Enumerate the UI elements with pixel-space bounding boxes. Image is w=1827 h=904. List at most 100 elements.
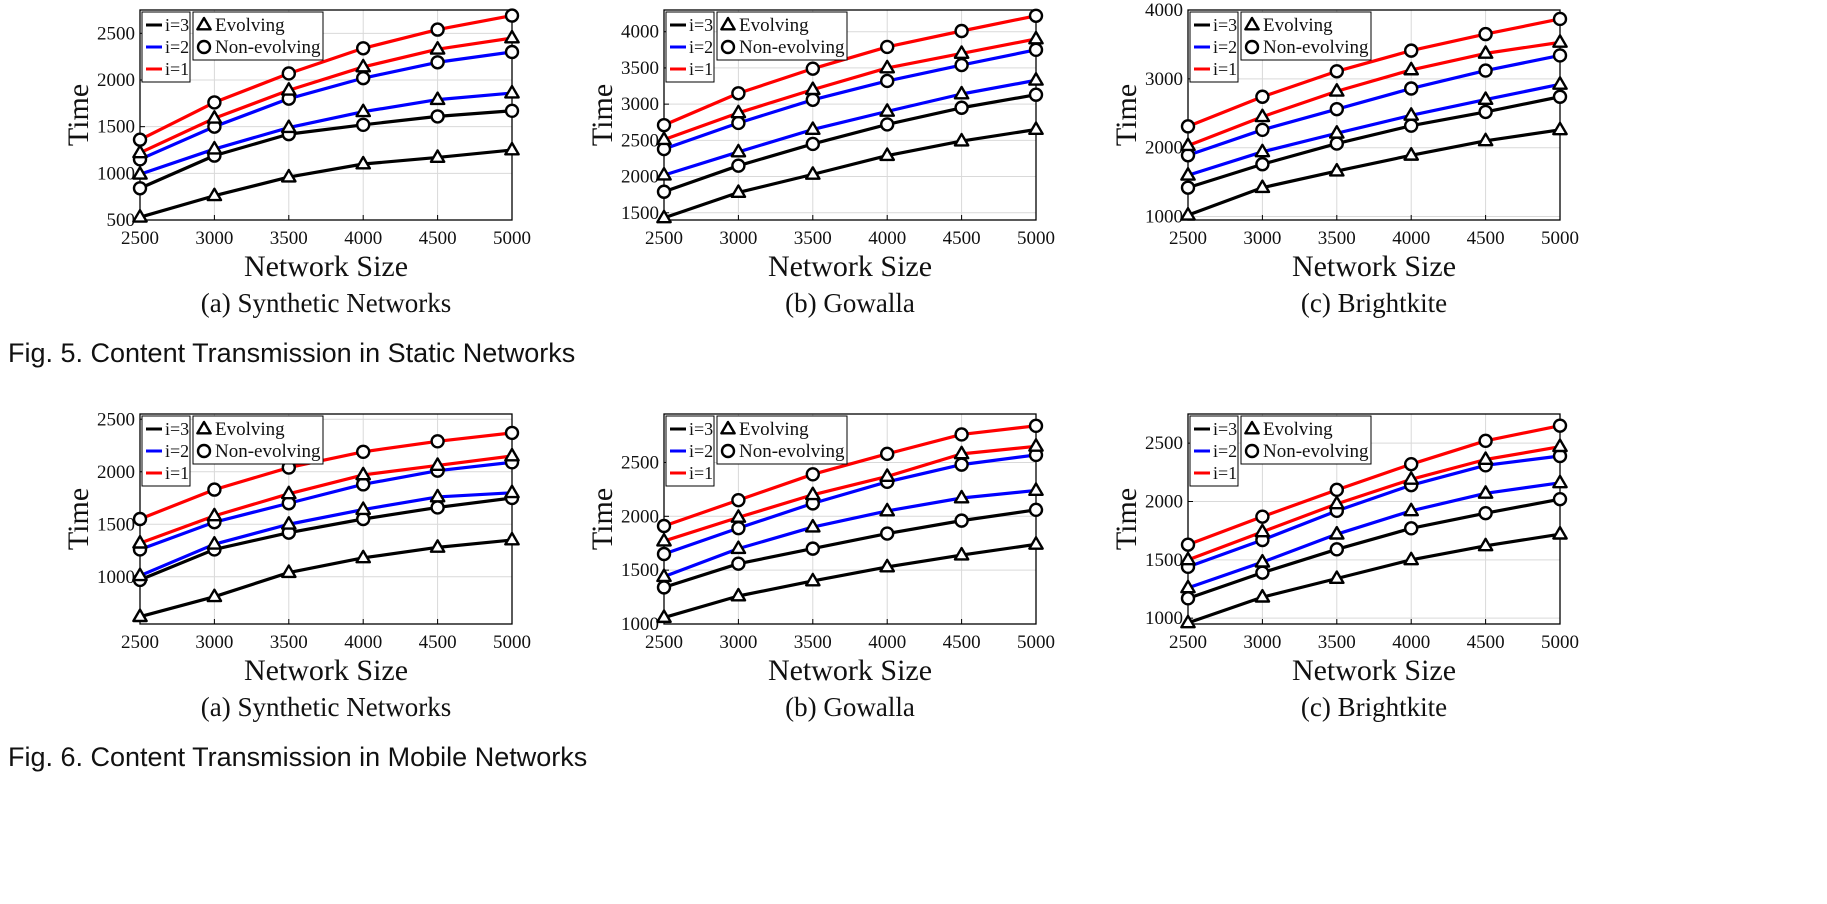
series-i2-evolving <box>1180 76 1568 181</box>
x-tick-label: 2500 <box>1169 228 1207 249</box>
legend-box-markers <box>1240 415 1372 465</box>
x-axis-label: Network Size <box>768 250 932 283</box>
triangle-marker <box>720 420 736 435</box>
circle-marker <box>1255 157 1270 172</box>
y-tick-label: 2500 <box>621 452 659 473</box>
circle-marker <box>1180 591 1196 606</box>
triangle-marker <box>429 149 446 164</box>
series-i3-non-evolving <box>656 87 1044 199</box>
triangle-marker <box>1028 121 1044 136</box>
triangle-marker <box>1477 451 1494 466</box>
x-axis-label: Network Size <box>1292 654 1456 687</box>
y-axis-label: Time <box>62 84 95 146</box>
circle-marker <box>1552 89 1568 104</box>
series-line <box>1187 17 1561 128</box>
legend-entry: i=3 <box>165 15 189 35</box>
circle-marker <box>1478 433 1493 449</box>
triangle-marker <box>656 532 672 547</box>
circle-marker <box>805 92 820 107</box>
triangle-marker <box>1180 167 1196 181</box>
triangle-marker <box>879 103 896 117</box>
series-line <box>663 488 1037 579</box>
triangle-marker <box>730 184 747 199</box>
circle-marker <box>1180 180 1196 195</box>
series-i2-non-evolving <box>656 42 1044 157</box>
series-line <box>139 454 513 545</box>
legend-entry: i=2 <box>165 37 189 57</box>
y-tick-label: 1500 <box>97 514 135 535</box>
x-tick-label: 4000 <box>344 228 382 249</box>
triangle-marker <box>1552 438 1568 453</box>
circle-marker <box>1329 136 1345 151</box>
legend-entry: Non-evolving <box>1263 37 1369 58</box>
circle-marker <box>1244 443 1260 459</box>
circle-marker <box>805 541 820 556</box>
triangle-marker <box>504 531 520 546</box>
x-tick-label: 3500 <box>1318 632 1356 653</box>
x-tick-label: 4500 <box>419 228 457 249</box>
triangle-marker <box>879 468 896 483</box>
x-tick-label: 5000 <box>1541 228 1579 249</box>
legend-entry: Evolving <box>739 419 809 440</box>
circle-marker <box>356 70 371 86</box>
x-tick-label: 3000 <box>195 632 233 653</box>
legend-entry: i=3 <box>1213 419 1237 439</box>
triangle-marker <box>1028 438 1044 452</box>
triangle-marker <box>730 587 747 602</box>
x-tick-label: 4000 <box>1392 228 1430 249</box>
x-tick-label: 3000 <box>719 228 757 249</box>
circle-marker <box>430 22 445 37</box>
series-i1-non-evolving <box>1180 418 1568 552</box>
triangle-marker <box>132 166 148 180</box>
x-tick-label: 2500 <box>1169 632 1207 653</box>
triangle-marker <box>355 155 372 170</box>
series-i3-evolving <box>656 121 1044 224</box>
circle-marker <box>1028 418 1044 434</box>
circle-marker <box>1255 509 1270 524</box>
legend-box-markers <box>192 415 324 465</box>
series-i2-non-evolving <box>132 44 520 167</box>
series-i3-evolving <box>132 141 520 223</box>
triangle-marker <box>953 445 970 460</box>
legend-entry: i=1 <box>689 463 713 483</box>
triangle-marker <box>953 132 970 147</box>
circle-marker <box>132 181 148 196</box>
legend-entry: Evolving <box>215 419 285 440</box>
triangle-marker <box>730 509 747 523</box>
triangle-marker <box>1328 125 1345 139</box>
series-i3-non-evolving <box>132 490 520 588</box>
chart-panel: 2500 3000 3500 4000 4500 5000 500 1000 1500 2000 2… <box>62 8 531 318</box>
x-tick-label: 5000 <box>1017 228 1055 249</box>
circle-marker <box>731 86 746 101</box>
circle-marker <box>356 41 371 56</box>
triangle-marker <box>429 539 446 553</box>
circle-marker <box>1255 122 1270 138</box>
triangle-marker <box>953 85 970 100</box>
triangle-marker <box>132 608 148 623</box>
triangle-marker <box>1254 108 1271 123</box>
series-i1-evolving <box>656 30 1044 146</box>
legend-entry: Non-evolving <box>739 37 845 58</box>
triangle-marker <box>280 168 297 183</box>
chart-panel: 2500 3000 3500 4000 4500 5000 1000 1500 2000 2500… <box>586 413 1055 722</box>
x-tick-label: 5000 <box>1541 632 1579 653</box>
circle-marker <box>731 158 746 173</box>
triangle-marker <box>1403 107 1420 121</box>
y-tick-label: 4000 <box>1145 0 1183 21</box>
series-i3-evolving <box>132 531 520 623</box>
x-tick-label: 4000 <box>868 632 906 653</box>
series-line <box>663 78 1037 177</box>
series-i1-non-evolving <box>656 418 1044 534</box>
y-axis-label: Time <box>586 84 619 146</box>
legend-entry: i=3 <box>689 15 713 35</box>
chart-panel: 2500 3000 3500 4000 4500 5000 1000 1500 2000 2500… <box>1110 413 1579 722</box>
series-line <box>1187 40 1561 148</box>
triangle-marker <box>1552 525 1568 540</box>
triangle-marker <box>355 501 372 516</box>
legend-entry: i=2 <box>165 441 189 461</box>
series-line <box>663 14 1037 127</box>
circle-marker <box>1028 87 1044 102</box>
